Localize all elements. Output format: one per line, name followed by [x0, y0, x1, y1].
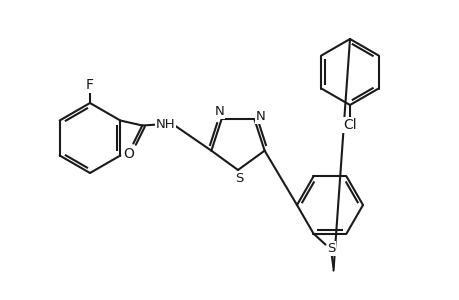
Text: NH: NH — [155, 118, 175, 131]
Text: Cl: Cl — [342, 118, 356, 132]
Text: S: S — [327, 242, 335, 255]
Text: N: N — [255, 110, 265, 123]
Text: O: O — [123, 146, 134, 161]
Text: F: F — [86, 78, 94, 92]
Text: S: S — [234, 172, 243, 184]
Text: N: N — [214, 105, 224, 118]
